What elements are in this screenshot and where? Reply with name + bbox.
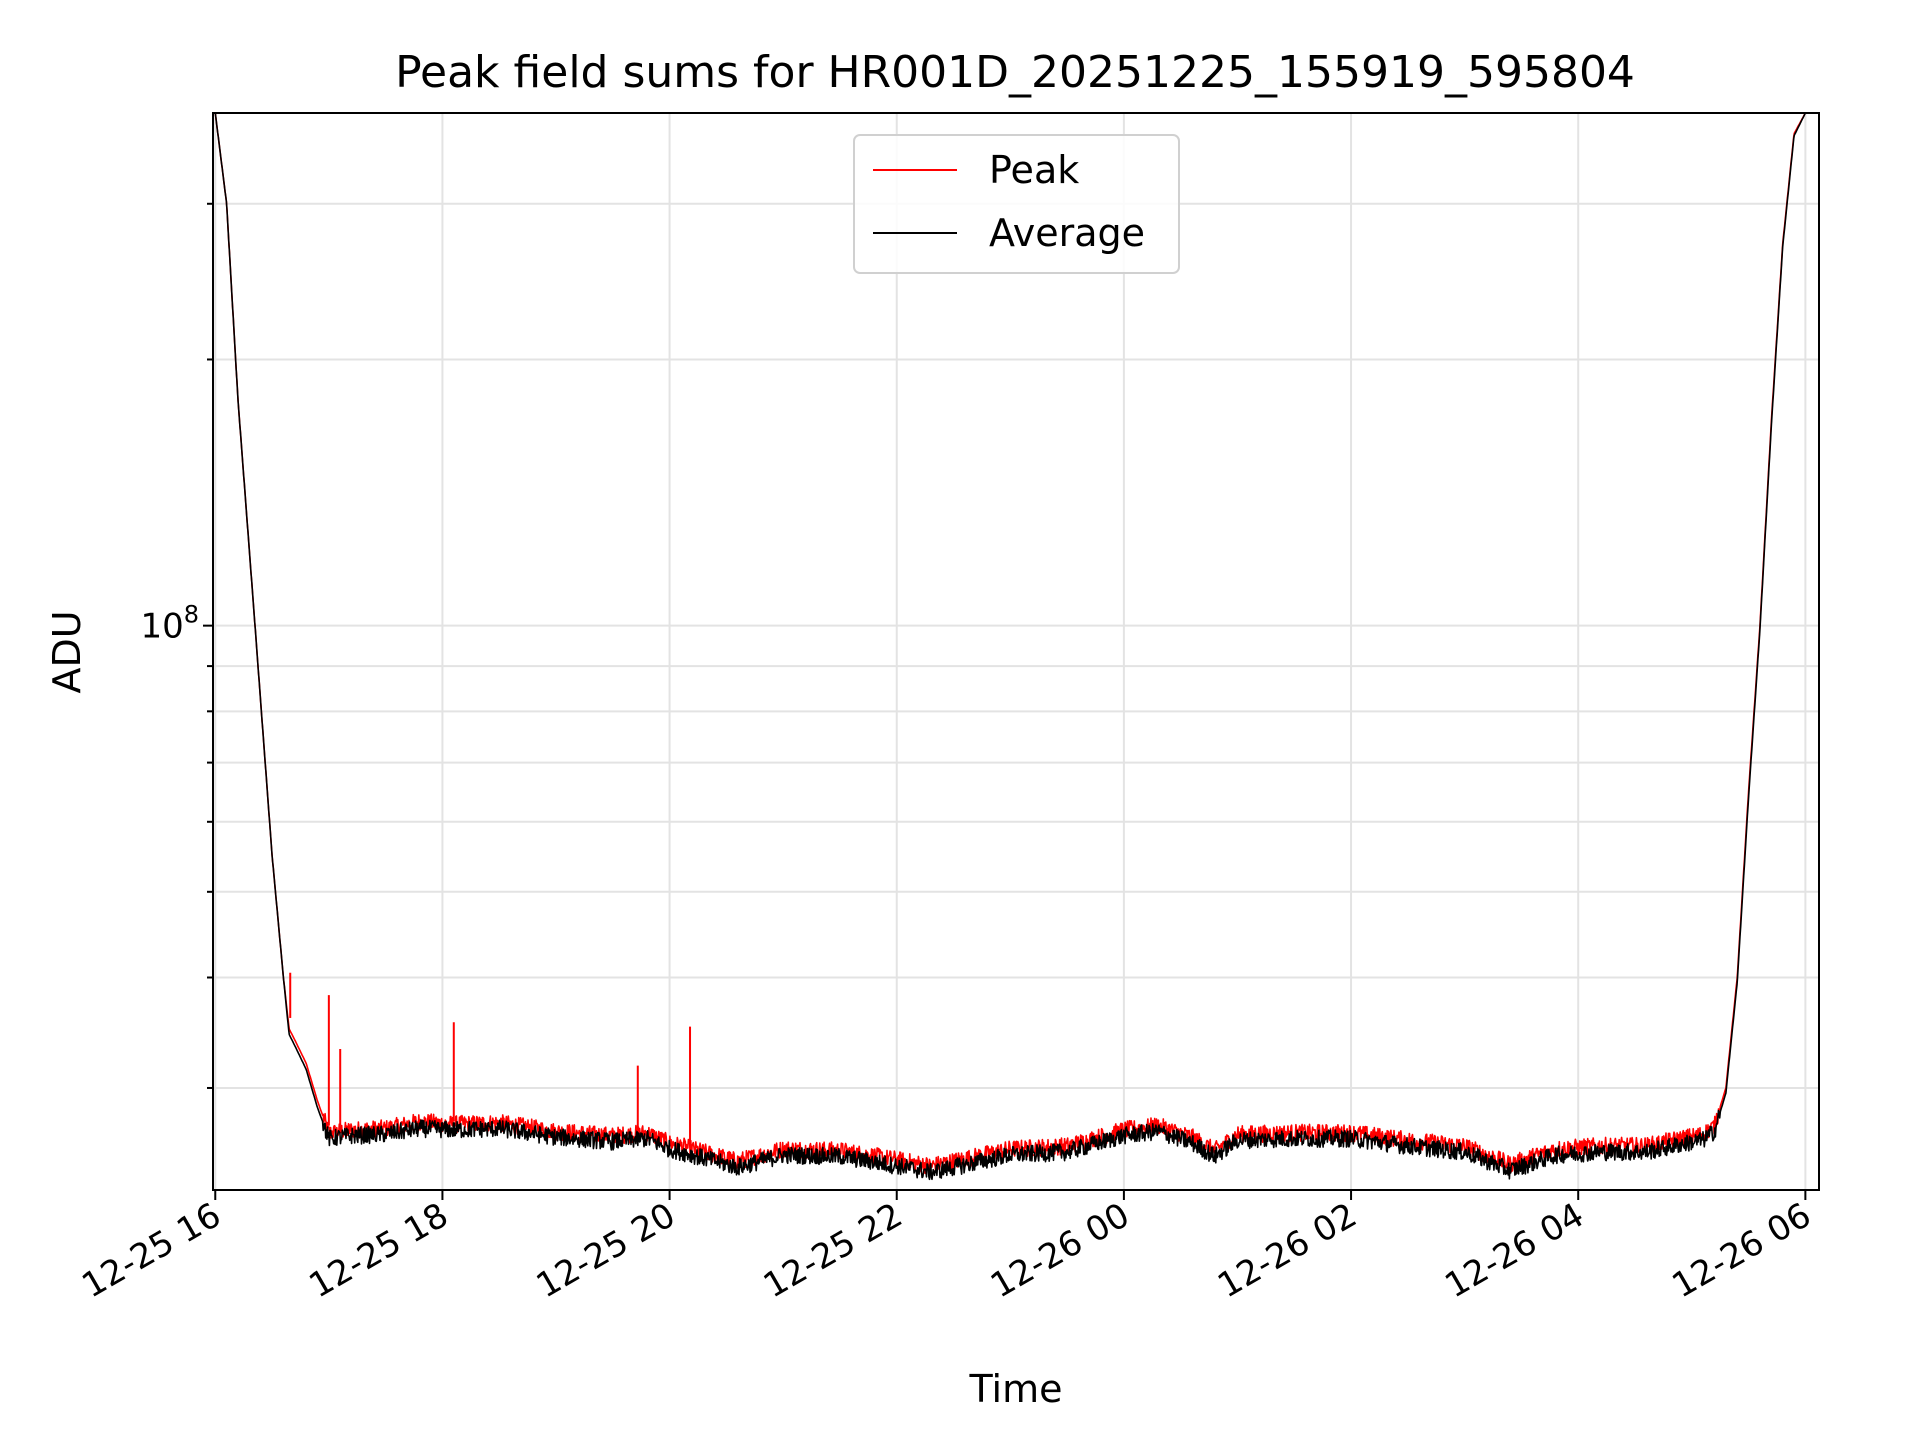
legend-label-peak: Peak: [989, 148, 1079, 192]
x-tick-label: 12-26 02: [1211, 1195, 1363, 1306]
x-tick-label: 12-26 00: [984, 1195, 1136, 1306]
series-line-average: [214, 113, 1819, 1181]
legend: Peak Average: [853, 134, 1180, 274]
x-tick-label: 12-25 18: [303, 1195, 455, 1306]
y-tick-label: 108: [140, 601, 199, 647]
x-tick-label: 12-26 06: [1665, 1195, 1817, 1306]
x-tick-label: 12-25 22: [757, 1195, 909, 1306]
y-axis: 108: [140, 202, 213, 1089]
x-tick-label: 12-26 04: [1438, 1195, 1590, 1306]
plot-frame: [212, 112, 1820, 1191]
legend-label-average: Average: [989, 211, 1145, 255]
x-tick-label: 12-25 20: [530, 1195, 682, 1306]
x-axis-label: Time: [969, 1367, 1063, 1411]
chart-title: Peak field sums for HR001D_20251225_1559…: [395, 47, 1635, 98]
series-layer: [214, 113, 1819, 1181]
y-axis-label: ADU: [45, 610, 89, 693]
x-axis: 12-25 16 12-25 18 12-25 20 12-25 22 12-26 00…: [75, 1190, 1818, 1306]
x-tick-label: 12-25 16: [75, 1195, 227, 1306]
